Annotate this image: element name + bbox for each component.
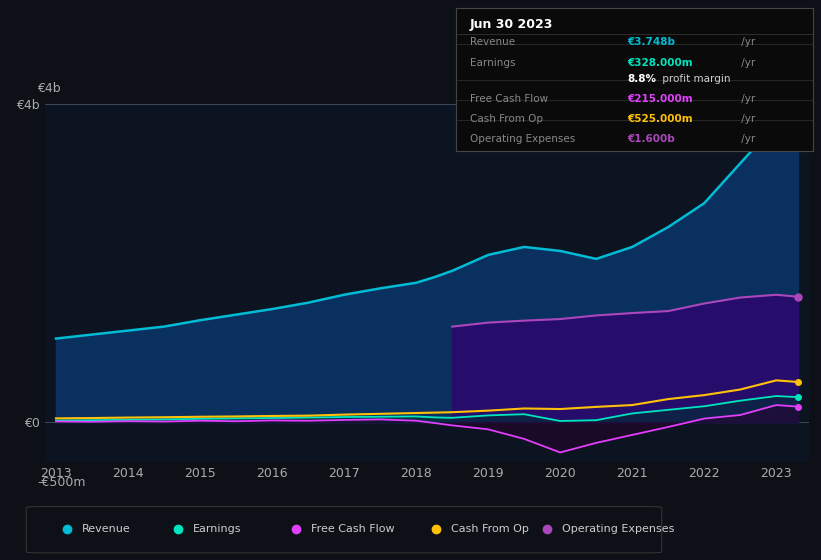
Text: /yr: /yr	[738, 58, 755, 68]
Text: €328.000m: €328.000m	[627, 58, 693, 68]
Text: Cash From Op: Cash From Op	[452, 524, 529, 534]
Text: /yr: /yr	[738, 134, 755, 144]
Text: Operating Expenses: Operating Expenses	[470, 134, 576, 144]
Text: Cash From Op: Cash From Op	[470, 114, 543, 124]
Text: Free Cash Flow: Free Cash Flow	[310, 524, 394, 534]
Text: €1.600b: €1.600b	[627, 134, 675, 144]
Text: -€500m: -€500m	[38, 477, 86, 489]
Text: /yr: /yr	[738, 114, 755, 124]
Text: 8.8%: 8.8%	[627, 74, 656, 84]
Text: €3.748b: €3.748b	[627, 37, 675, 47]
Text: profit margin: profit margin	[659, 74, 731, 84]
Text: Earnings: Earnings	[470, 58, 516, 68]
Text: Operating Expenses: Operating Expenses	[562, 524, 674, 534]
Text: Free Cash Flow: Free Cash Flow	[470, 94, 548, 104]
Text: /yr: /yr	[738, 37, 755, 47]
Text: Revenue: Revenue	[470, 37, 515, 47]
Text: €525.000m: €525.000m	[627, 114, 693, 124]
Text: Revenue: Revenue	[82, 524, 131, 534]
Text: Earnings: Earnings	[193, 524, 241, 534]
Text: Jun 30 2023: Jun 30 2023	[470, 18, 553, 31]
Text: €215.000m: €215.000m	[627, 94, 693, 104]
Text: €4b: €4b	[38, 82, 61, 95]
Text: /yr: /yr	[738, 94, 755, 104]
